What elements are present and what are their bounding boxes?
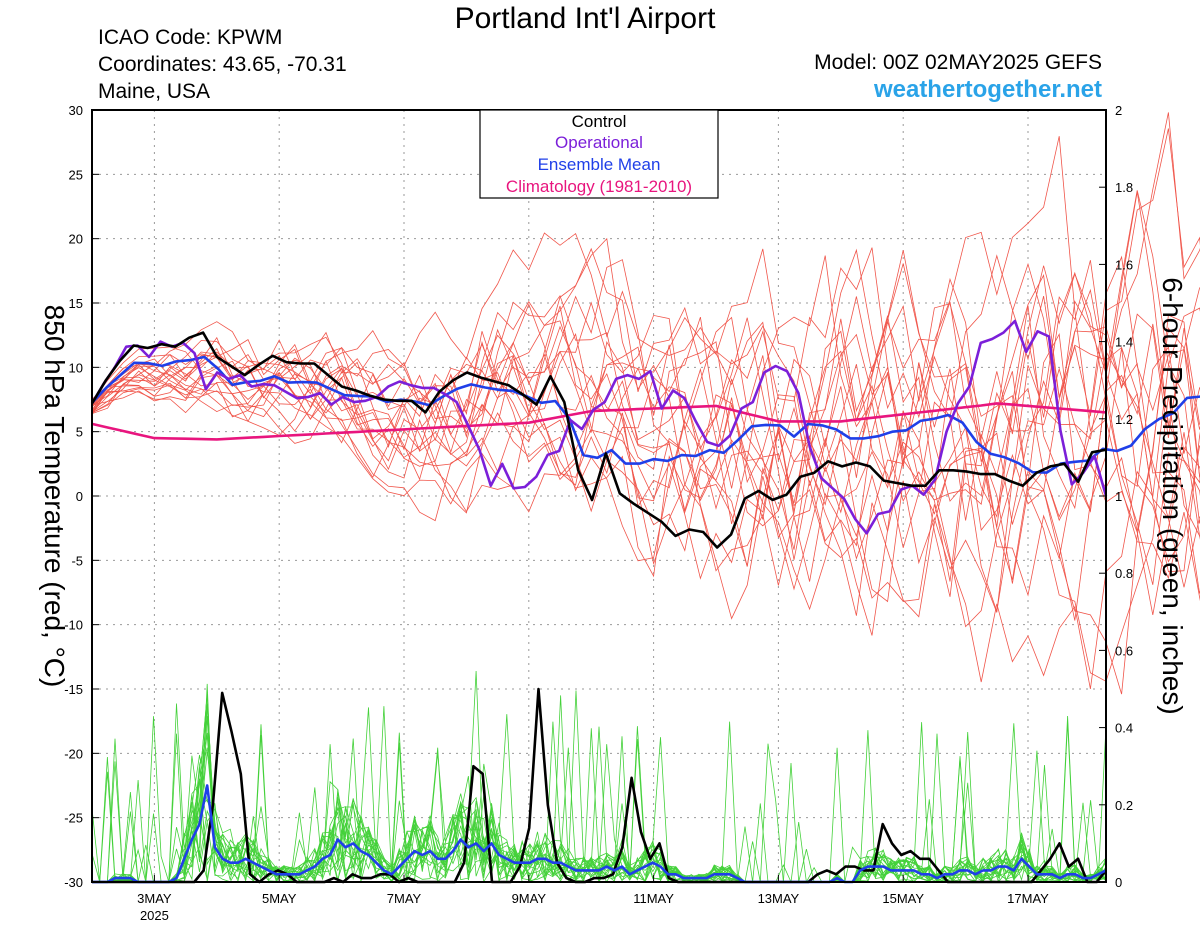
icao-code: ICAO Code: KPWM: [98, 26, 283, 49]
ensemble-temperature-members: [91, 112, 1200, 695]
legend-climatology: Climatology (1981-2010): [506, 177, 692, 196]
coordinates: Coordinates: 43.65, -70.31: [98, 53, 347, 76]
legend-box: [479, 109, 719, 199]
y2-tick-label: 1.6: [1115, 257, 1133, 272]
grid: [92, 110, 1106, 882]
x-tick-sublabel: 2025: [140, 908, 169, 923]
ensemble-temp-member: [91, 112, 1200, 612]
y-tick-label: 25: [69, 167, 83, 182]
y2-tick-label: 1.2: [1115, 412, 1133, 427]
y2-tick-label: 2: [1115, 103, 1122, 118]
y-axis-label: 850 hPa Temperature (red, °C): [39, 305, 70, 688]
x-tick-label: 11MAY: [633, 891, 674, 906]
y2-axis-label: 6-hour Precipitation (green, inches): [1157, 277, 1188, 714]
series-lines: [90, 319, 1200, 884]
ensemble-mean-precip-line: [92, 784, 1107, 884]
y-tick-label: 10: [69, 360, 83, 375]
legend-operational: Operational: [555, 133, 643, 152]
y2-tick-label: 1: [1115, 489, 1122, 504]
ensemble-precip-member: [92, 714, 1107, 883]
y2-tick-label: 0.4: [1115, 721, 1133, 736]
y-tick-label: 5: [76, 425, 83, 440]
x-tick-label: 9MAY: [512, 891, 547, 906]
ensemble-precipitation-members: [91, 670, 1107, 884]
ensemble-temp-member: [91, 263, 1200, 695]
y-tick-label: 30: [69, 103, 83, 118]
x-tick-label: 7MAY: [387, 891, 422, 906]
y-tick-label: -10: [64, 618, 83, 633]
control-temp-line: [90, 331, 1107, 549]
y2-tick-label: 0.2: [1115, 798, 1133, 813]
ensemble-temp-member: [91, 237, 1200, 615]
y2-tick-label: 1.4: [1115, 335, 1133, 350]
x-tick-label: 15MAY: [882, 891, 924, 906]
climatology-line: [91, 402, 1107, 441]
y-tick-label: -25: [64, 811, 83, 826]
y-tick-label: -5: [71, 553, 83, 568]
control-precip-line: [92, 687, 1108, 884]
ensemble-temp-member: [91, 248, 1200, 527]
ensemble-temp-member: [91, 303, 1200, 689]
x-tick-label: 17MAY: [1007, 891, 1049, 906]
x-tick-label: 13MAY: [758, 891, 800, 906]
ensemble-temp-member: [91, 265, 1200, 538]
right-axis-ticks: 2 1.8 1.6 1.4 1.2 1 0.8 0.6 0.4 0.2 0: [1099, 103, 1133, 890]
y2-tick-label: 0.8: [1115, 566, 1133, 581]
y-tick-label: 20: [69, 232, 83, 247]
left-axis-ticks: 30 25 20 15 10 5 0 -5 -10 -15 -20 -25 -30: [64, 103, 99, 890]
ensemble-temp-member: [91, 262, 1200, 611]
x-tick-label: 5MAY: [262, 891, 297, 906]
legend-control: Control: [572, 112, 627, 131]
y-tick-label: -30: [64, 875, 83, 890]
x-axis-ticks: 3MAY 2025 5MAY 7MAY 9MAY 11MAY 13MAY 15MAY 17MAY: [137, 875, 1049, 923]
ensemble-temp-member: [91, 190, 1200, 636]
y-tick-label: 0: [76, 489, 83, 504]
legend: Control Operational Ensemble Mean Climat…: [479, 109, 719, 199]
y-tick-label: 15: [69, 296, 83, 311]
y-tick-label: -15: [64, 682, 83, 697]
y2-tick-label: 0.6: [1115, 643, 1133, 658]
model-run: Model: 00Z 02MAY2025 GEFS: [814, 51, 1102, 74]
chart-title: Portland Int'l Airport: [454, 2, 716, 35]
ensemble-temp-member: [91, 136, 1200, 591]
site-link[interactable]: weathertogether.net: [873, 76, 1102, 103]
x-tick-label: 3MAY: [137, 891, 172, 906]
y2-tick-label: 1.8: [1115, 180, 1133, 195]
legend-ensemble-mean: Ensemble Mean: [538, 155, 661, 174]
y2-tick-label: 0: [1115, 875, 1122, 890]
region: Maine, USA: [98, 80, 211, 103]
ensemble-temp-member: [91, 250, 1200, 594]
ensemble-mean-temp-line: [91, 355, 1200, 474]
ensemble-temp-member: [91, 247, 1200, 618]
ensemble-temp-member: [91, 296, 1200, 621]
ensemble-temp-member: [91, 255, 1200, 682]
y-tick-label: -20: [64, 746, 83, 761]
ensemble-temp-member: [91, 232, 1200, 597]
